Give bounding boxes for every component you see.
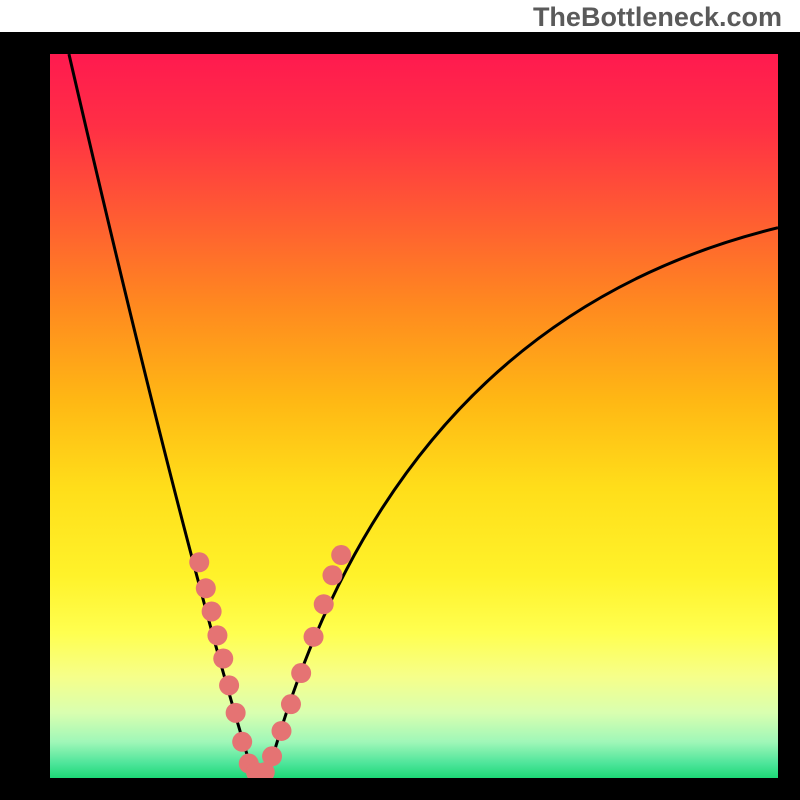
data-marker: [202, 601, 222, 621]
curve-right-branch: [268, 228, 778, 772]
chart-container: TheBottleneck.com: [0, 0, 800, 800]
data-marker: [226, 703, 246, 723]
curve-layer: [50, 54, 778, 778]
data-marker: [291, 663, 311, 683]
data-marker: [281, 694, 301, 714]
data-marker: [189, 552, 209, 572]
frame-border-right: [778, 32, 800, 800]
data-marker: [331, 545, 351, 565]
data-marker: [196, 578, 216, 598]
frame-border-left: [0, 32, 50, 800]
data-marker: [272, 721, 292, 741]
data-marker: [207, 625, 227, 645]
data-marker: [219, 675, 239, 695]
data-marker: [262, 746, 282, 766]
data-marker: [232, 732, 252, 752]
data-markers: [189, 545, 351, 778]
plot-area: [50, 54, 778, 778]
frame-border-top: [0, 32, 800, 54]
data-marker: [314, 594, 334, 614]
frame-border-bottom: [0, 778, 800, 800]
data-marker: [213, 649, 233, 669]
data-marker: [304, 627, 324, 647]
watermark-text: TheBottleneck.com: [533, 2, 782, 33]
data-marker: [322, 565, 342, 585]
